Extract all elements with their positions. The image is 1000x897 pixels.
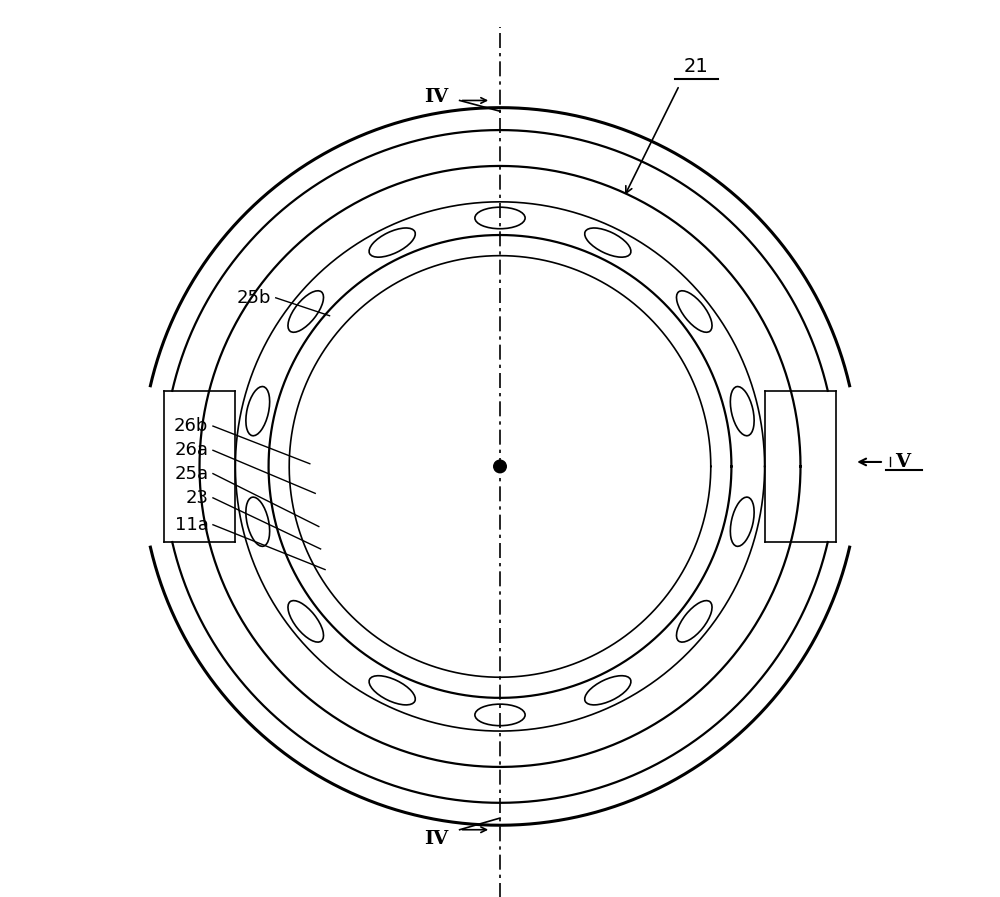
Text: 23: 23: [185, 489, 208, 507]
Text: 26a: 26a: [174, 441, 208, 459]
Text: 11a: 11a: [175, 516, 208, 534]
Text: 25a: 25a: [174, 465, 208, 483]
Circle shape: [494, 460, 506, 473]
Text: IV: IV: [424, 88, 448, 106]
Text: 25b: 25b: [237, 289, 271, 307]
Text: V: V: [895, 453, 910, 471]
Text: IV: IV: [424, 830, 448, 848]
Text: 21: 21: [683, 57, 708, 76]
Text: 26b: 26b: [174, 417, 208, 435]
